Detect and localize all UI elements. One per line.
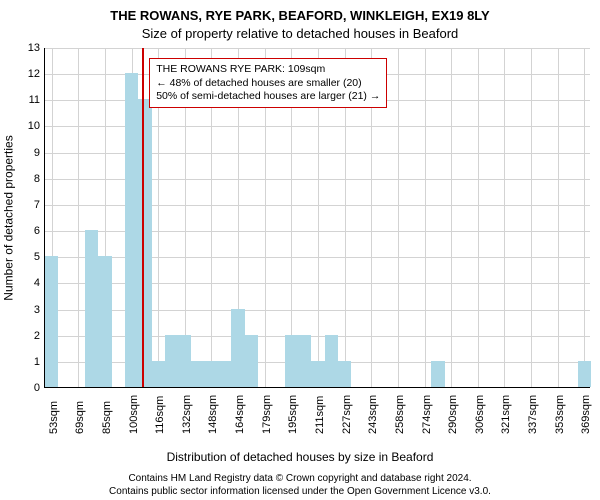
footnote: Contains HM Land Registry data © Crown c… xyxy=(0,473,600,498)
histogram-bar xyxy=(45,256,58,387)
x-tick-label: 164sqm xyxy=(234,395,246,434)
gridline-vertical xyxy=(531,48,532,387)
y-tick-label: 1 xyxy=(22,356,40,368)
y-tick-label: 3 xyxy=(22,304,40,316)
x-tick-label: 321sqm xyxy=(500,395,512,434)
annotation-line1: THE ROWANS RYE PARK: 109sqm xyxy=(156,63,380,76)
histogram-bar xyxy=(85,230,98,387)
histogram-bar xyxy=(325,335,338,387)
x-tick-label: 69sqm xyxy=(74,401,86,434)
histogram-bar xyxy=(578,361,591,387)
gridline-vertical xyxy=(425,48,426,387)
chart-title-line1: THE ROWANS, RYE PARK, BEAFORD, WINKLEIGH… xyxy=(0,8,600,23)
annotation-box: THE ROWANS RYE PARK: 109sqm ← 48% of det… xyxy=(149,58,387,107)
x-tick-label: 179sqm xyxy=(261,395,273,434)
x-tick-label: 53sqm xyxy=(48,401,60,434)
footnote-line1: Contains HM Land Registry data © Crown c… xyxy=(0,473,600,486)
y-tick-label: 9 xyxy=(22,147,40,159)
annotation-line3: 50% of semi-detached houses are larger (… xyxy=(156,90,380,103)
y-axis-label-text: Number of detached properties xyxy=(2,135,16,300)
x-tick-label: 258sqm xyxy=(394,395,406,434)
y-tick-label: 11 xyxy=(22,94,40,106)
histogram-bar xyxy=(152,361,165,387)
annotation-line2: ← 48% of detached houses are smaller (20… xyxy=(156,77,380,90)
y-tick-label: 13 xyxy=(22,42,40,54)
histogram-bar xyxy=(205,361,218,387)
chart-title-line2: Size of property relative to detached ho… xyxy=(0,26,600,41)
y-tick-label: 6 xyxy=(22,225,40,237)
histogram-bar xyxy=(311,361,324,387)
x-tick-label: 100sqm xyxy=(128,395,140,434)
x-tick-label: 290sqm xyxy=(447,395,459,434)
x-tick-label: 243sqm xyxy=(367,395,379,434)
chart-root: THE ROWANS, RYE PARK, BEAFORD, WINKLEIGH… xyxy=(0,0,600,500)
y-tick-label: 7 xyxy=(22,199,40,211)
histogram-bar xyxy=(231,309,244,387)
histogram-bar xyxy=(431,361,444,387)
histogram-bar xyxy=(98,256,111,387)
x-tick-label: 369sqm xyxy=(580,395,592,434)
x-tick-label: 85sqm xyxy=(101,401,113,434)
x-tick-label: 306sqm xyxy=(474,395,486,434)
histogram-bar xyxy=(138,99,151,387)
x-axis-label: Distribution of detached houses by size … xyxy=(0,450,600,464)
gridline-vertical xyxy=(504,48,505,387)
x-tick-label: 211sqm xyxy=(314,396,326,434)
histogram-bar xyxy=(178,335,191,387)
y-axis-label: Number of detached properties xyxy=(0,48,18,388)
y-tick-label: 2 xyxy=(22,330,40,342)
plot-area: THE ROWANS RYE PARK: 109sqm ← 48% of det… xyxy=(44,48,590,388)
marker-line xyxy=(142,48,144,387)
gridline-vertical xyxy=(451,48,452,387)
y-tick-label: 10 xyxy=(22,120,40,132)
x-tick-label: 353sqm xyxy=(554,395,566,434)
x-tick-label: 148sqm xyxy=(207,395,219,434)
footnote-line2: Contains public sector information licen… xyxy=(0,486,600,499)
y-tick-label: 12 xyxy=(22,68,40,80)
histogram-bar xyxy=(125,73,138,387)
gridline-vertical xyxy=(558,48,559,387)
histogram-bar xyxy=(245,335,258,387)
x-tick-label: 116sqm xyxy=(154,396,166,434)
histogram-bar xyxy=(285,335,298,387)
x-tick-label: 274sqm xyxy=(421,395,433,434)
histogram-bar xyxy=(218,361,231,387)
x-tick-label: 132sqm xyxy=(181,395,193,434)
x-tick-label: 227sqm xyxy=(341,395,353,434)
gridline-vertical xyxy=(398,48,399,387)
y-tick-label: 4 xyxy=(22,277,40,289)
histogram-bar xyxy=(338,361,351,387)
histogram-bar xyxy=(165,335,178,387)
gridline-vertical xyxy=(478,48,479,387)
gridline-vertical xyxy=(78,48,79,387)
histogram-bar xyxy=(191,361,204,387)
x-tick-label: 337sqm xyxy=(527,395,539,434)
gridline-vertical xyxy=(584,48,585,387)
histogram-bar xyxy=(298,335,311,387)
y-tick-label: 8 xyxy=(22,173,40,185)
x-tick-label: 195sqm xyxy=(287,395,299,434)
y-tick-label: 0 xyxy=(22,382,40,394)
y-tick-label: 5 xyxy=(22,251,40,263)
